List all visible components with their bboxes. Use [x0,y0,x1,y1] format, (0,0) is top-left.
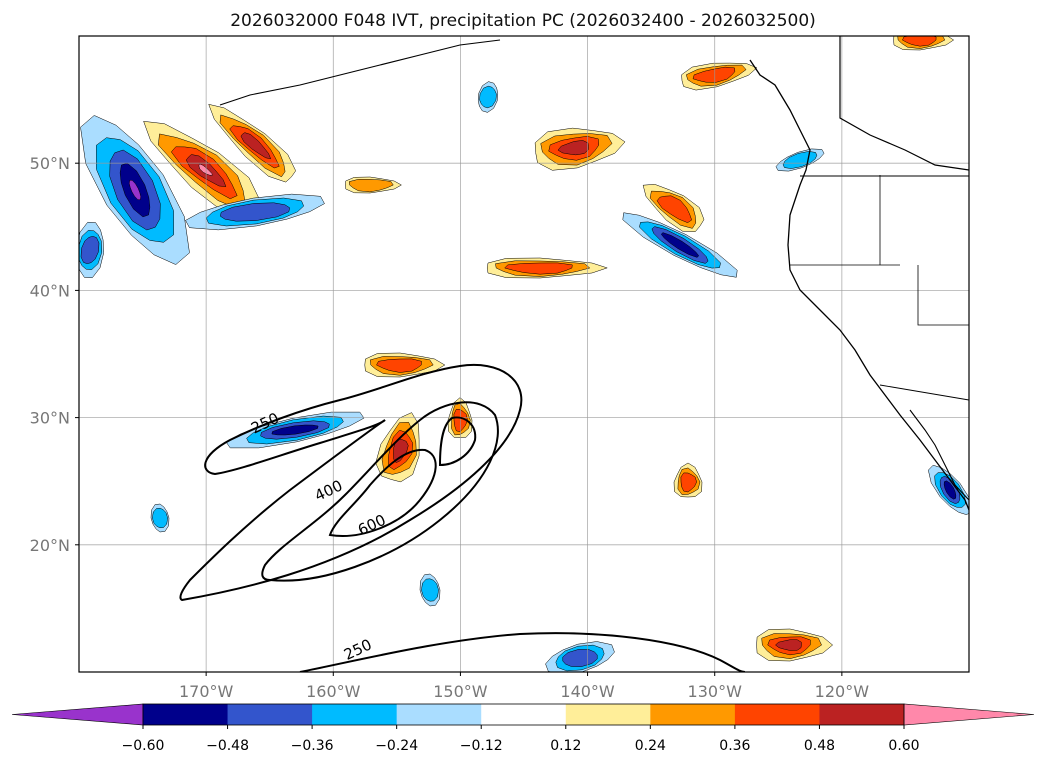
colorbar-tick-label-4: −0.12 [460,738,503,754]
precip-pos-e-level-2 [680,472,697,493]
colorbar-tick-label-5: 0.12 [550,738,581,754]
precip-pos-sub-level-2 [376,358,422,373]
ivt-contour-600 [328,448,437,537]
precip-pos-mid-a-level-2 [656,195,693,223]
colorbar-extend-max [903,703,1035,726]
precip-pos-nw-b-level-3 [240,132,272,160]
ivt-contour-600-inner [438,416,477,467]
colorbar-tick-label-0: −0.60 [122,738,165,754]
lon-tick-label-5: 120°W [815,682,870,701]
precip-pos-n-level-1 [348,179,394,193]
ivt-contour-400 [261,401,499,582]
precip-pos-ak-level-2 [692,66,736,83]
lon-tick-label-1: 160°W [306,682,361,701]
precip-neg-nw-level-4 [128,179,142,201]
colorbar-tick-label-9: 0.60 [888,738,919,754]
precip-neg-sw-level-1 [152,507,168,529]
colorbar-tick-label-7: 0.36 [719,738,750,754]
colorbar-segment-3 [396,704,482,725]
colorbar-segment-0 [143,704,229,725]
colorbar: −0.60 −0.48 −0.36 −0.24 −0.12 0.12 0.24 0.36 0.4… [11,703,1035,754]
precip-neg-baja-level-3 [943,480,957,500]
precip-neg-nw-strip-level-2 [220,202,290,222]
lat-tick-label-1: 30°N [30,409,70,428]
colorbar-segment-2 [312,704,398,725]
precip-neg-s2-level-1 [421,578,439,602]
colorbar-tick-label-6: 0.24 [635,738,666,754]
colorbar-segment-1 [227,704,313,725]
precip-pos-ar-level-3 [393,438,409,464]
border-us-mexico [879,384,969,401]
colorbar-tick-label-3: −0.24 [375,738,418,754]
alaska-coast [839,36,969,171]
colorbar-segment-5 [565,704,651,725]
colorbar-segment-8 [819,704,905,725]
baja-coast [909,409,969,501]
ivt-contour-250-south [299,632,746,672]
precip-pos-se-level-3 [775,639,802,651]
colorbar-frame [142,703,905,726]
lon-tick-label-0: 170°W [179,682,234,701]
coastline [219,36,969,511]
precip-neg-w-level-2 [80,236,100,264]
map-frame [78,35,970,673]
colorbar-extend-min [11,703,144,726]
precip-pos-nw-a-level-4 [198,163,213,176]
lon-tick-label-4: 130°W [688,682,743,701]
colorbar-segment-4 [481,704,567,725]
lat-tick-label-2: 40°N [30,281,70,300]
lon-tick-label-2: 150°W [433,682,488,701]
precip-pos-np-level-3 [557,140,589,156]
colorbar-segment-6 [650,704,736,725]
lon-tick-labels: 170°W 160°W 150°W 140°W 130°W 120°W [179,672,869,701]
precip-pos-top-level-2 [902,36,937,47]
lat-tick-label-3: 50°N [30,154,70,173]
precip-neg-s-level-2 [562,649,598,667]
colorbar-tick-label-1: −0.48 [206,738,249,754]
precip-neg-mid-level-3 [660,232,700,258]
ivt-contour-250 [179,363,523,602]
lat-tick-label-0: 20°N [30,536,70,555]
colorbar-tick-label-2: −0.36 [291,738,334,754]
precip-pos-mid-b-level-2 [504,262,573,275]
colorbar-segment-7 [734,704,820,725]
chart-title: 2026032000 F048 IVT, precipitation PC (2… [230,11,816,31]
colorbar-tick-label-8: 0.48 [804,738,835,754]
precip-neg-gulf-level-1 [479,85,497,109]
lon-tick-label-3: 140°W [560,682,615,701]
precip-neg-ar-level-3 [271,424,319,436]
west-coast [749,59,969,511]
aleutian-islands [219,39,501,106]
lat-tick-labels: 20°N 30°N 40°N 50°N [30,154,79,555]
border-nv [917,265,969,326]
